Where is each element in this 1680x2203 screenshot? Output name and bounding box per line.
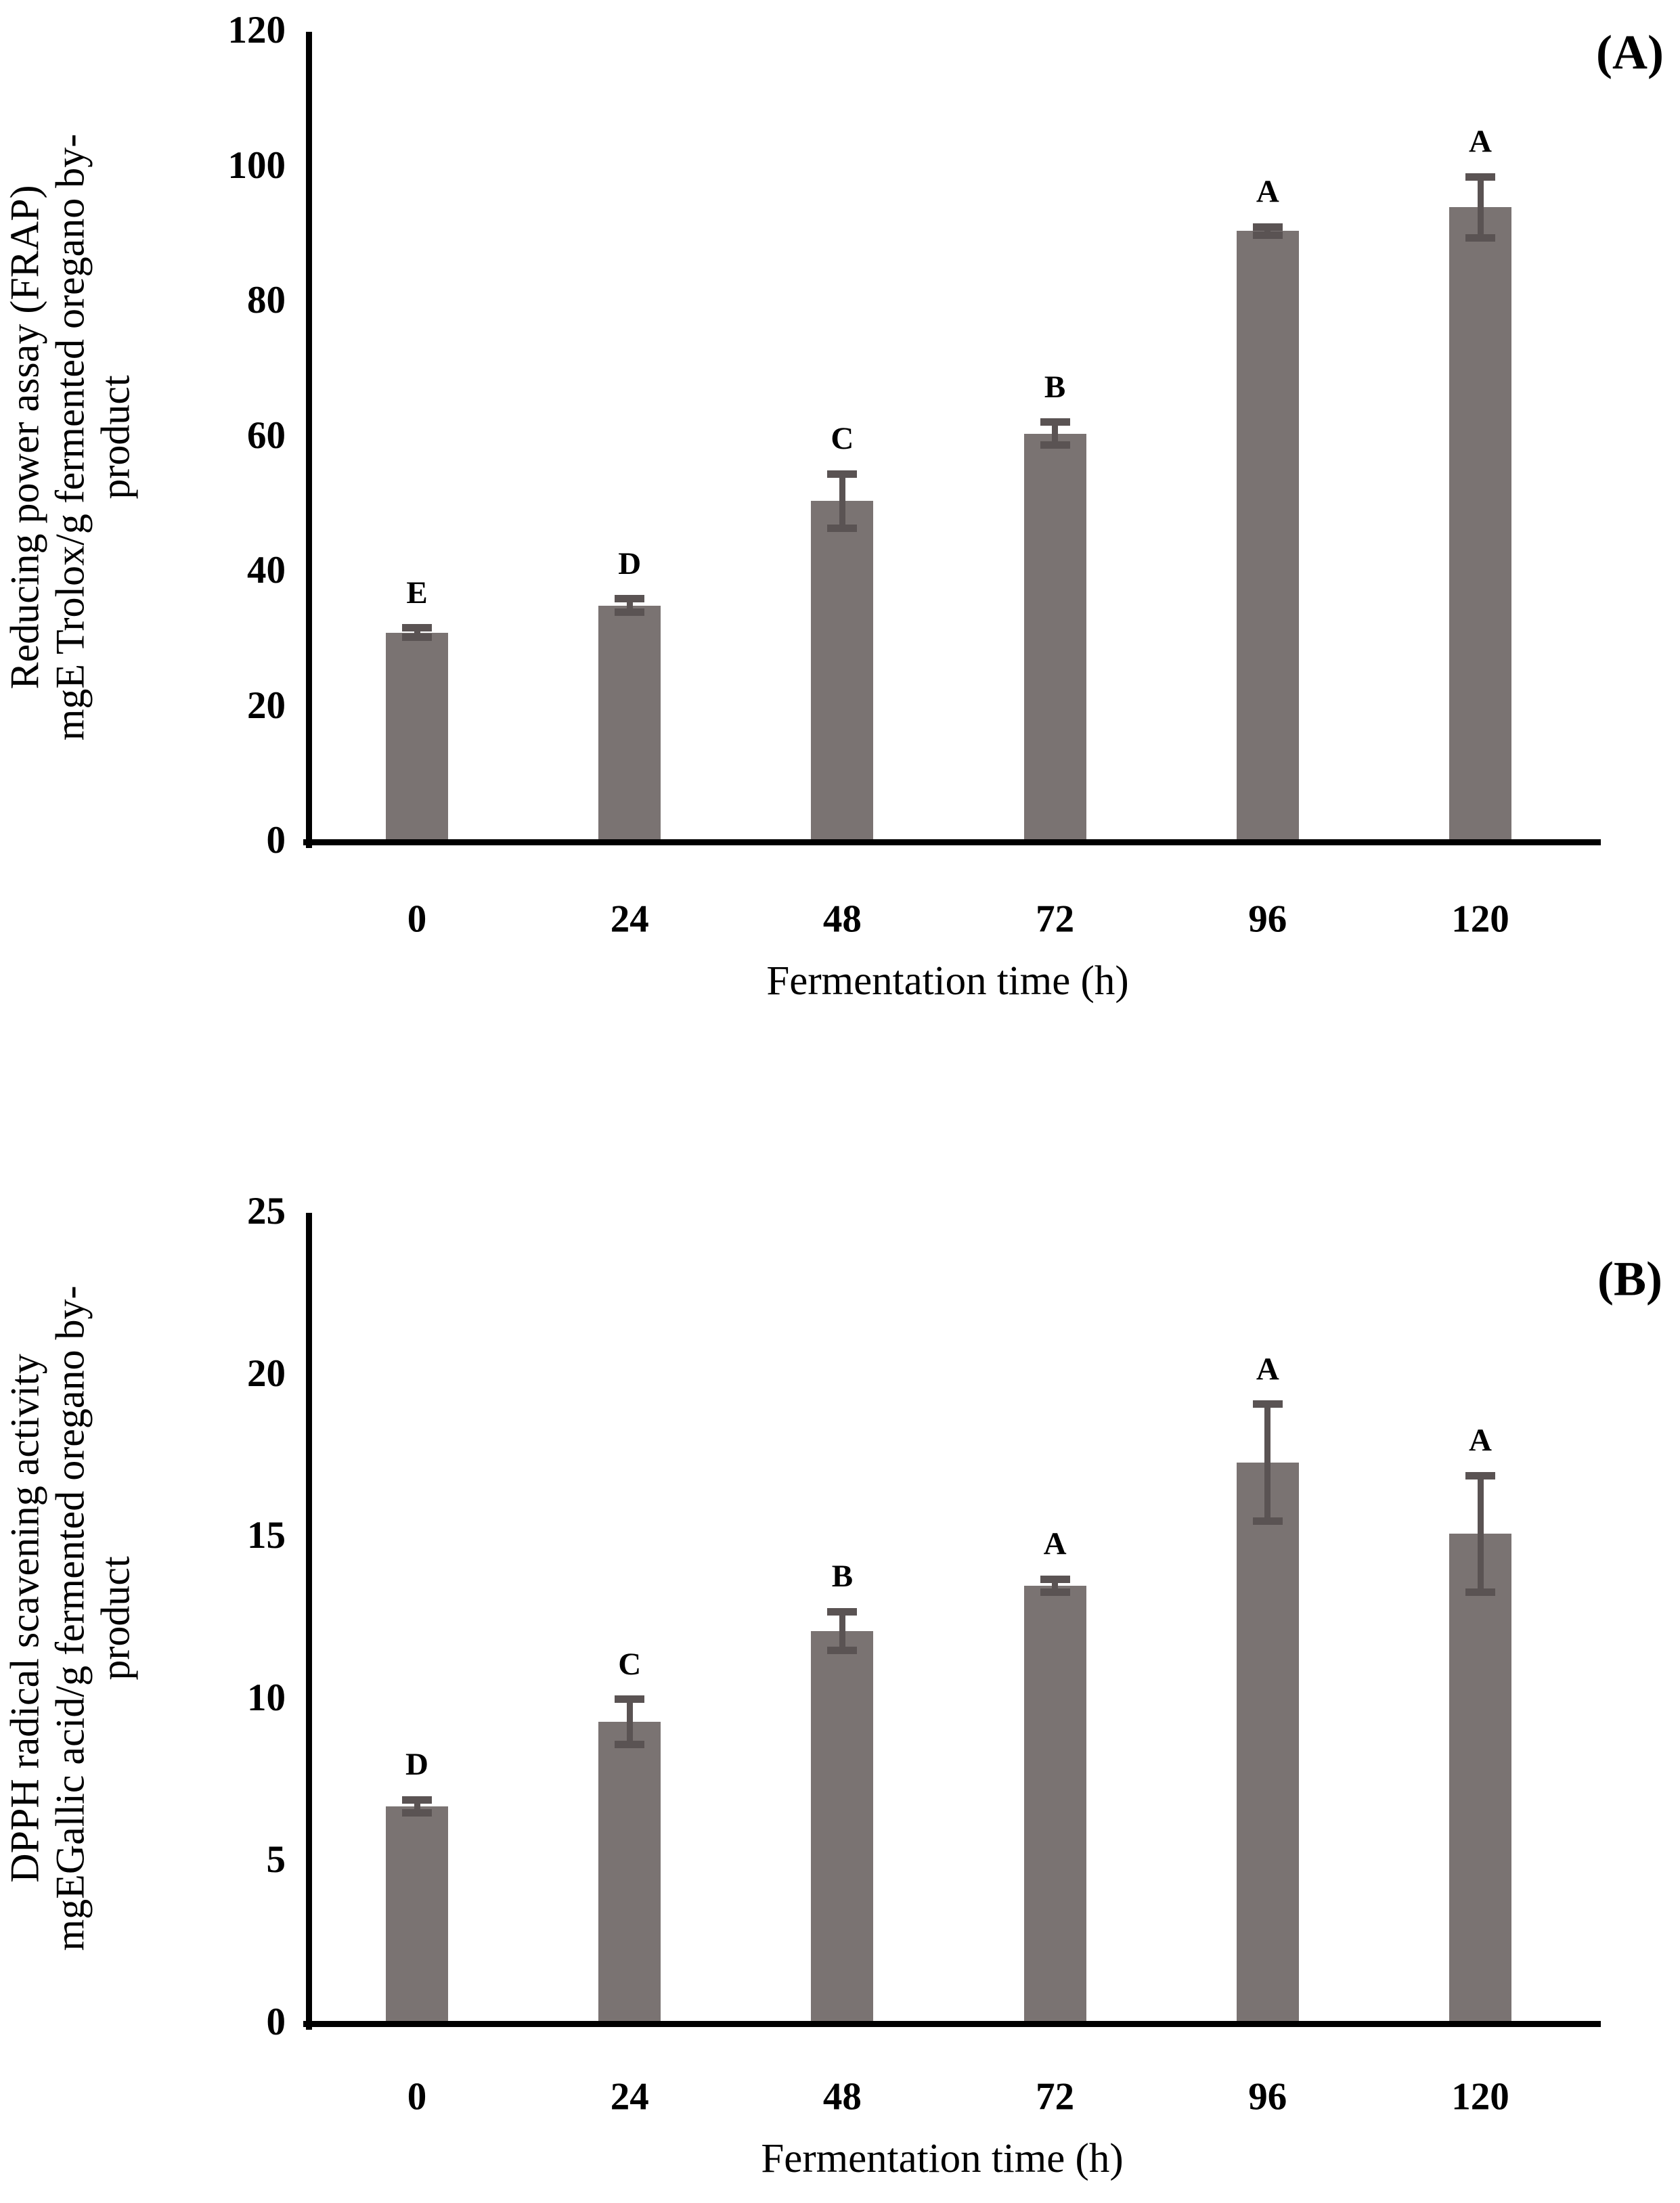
x-tick-label: 0: [407, 897, 427, 941]
error-bar-bottom-cap: [615, 608, 645, 617]
x-axis-line: [303, 839, 1601, 845]
significance-letter: D: [618, 546, 642, 581]
error-bar-stem: [626, 1699, 633, 1745]
error-bar-stem: [839, 474, 845, 529]
bar-24h: [598, 1722, 661, 2026]
y-tick-label: 0: [266, 2000, 286, 2043]
error-bar-top-cap: [827, 470, 858, 478]
significance-letter: A: [1469, 124, 1492, 160]
error-bar-top-cap: [1252, 223, 1283, 231]
significance-letter: E: [406, 575, 428, 610]
x-tick-label: 24: [610, 2075, 649, 2118]
error-bar-bottom-cap: [402, 633, 432, 642]
error-bar-top-cap: [1465, 173, 1495, 181]
error-bar-stem: [1052, 422, 1059, 445]
error-bar-bottom-cap: [827, 1647, 858, 1655]
panel-a-x-axis-title: Fermentation time (h): [766, 958, 1129, 1004]
x-tick-label: 72: [1036, 897, 1075, 941]
x-tick-label: 48: [822, 2075, 862, 2118]
bar-72h: [1023, 433, 1086, 845]
bar-72h: [1023, 1586, 1086, 2026]
x-tick-label: 96: [1248, 897, 1287, 941]
bar-96h: [1236, 231, 1299, 845]
y-tick-label: 10: [247, 1676, 286, 1719]
bar-48h: [811, 1631, 874, 2026]
y-axis-line: [306, 1213, 312, 2030]
y-tick-label: 5: [266, 1838, 286, 1882]
error-bar-bottom-cap: [1252, 1517, 1283, 1525]
error-bar-top-cap: [1040, 1575, 1070, 1583]
panel-b-label: (B): [1597, 1251, 1662, 1306]
error-bar-stem: [1477, 177, 1484, 238]
error-bar-top-cap: [615, 1695, 645, 1704]
significance-letter: A: [1256, 1351, 1279, 1387]
bar-48h: [811, 501, 874, 845]
bar-0h: [386, 632, 448, 845]
y-tick-label: 120: [227, 8, 286, 51]
x-tick-label: 120: [1451, 897, 1509, 941]
error-bar-top-cap: [1252, 1400, 1283, 1408]
error-bar-bottom-cap: [827, 524, 858, 532]
significance-letter: A: [1043, 1526, 1067, 1562]
bar-120h: [1449, 1534, 1511, 2026]
error-bar-bottom-cap: [1040, 441, 1070, 449]
y-tick-label: 80: [247, 278, 286, 321]
error-bar-stem: [1264, 1404, 1271, 1521]
panel-b-y-axis-title: DPPH radical scavening activity mgEGalli…: [2, 1285, 138, 1951]
x-tick-label: 72: [1036, 2075, 1075, 2118]
error-bar-stem: [1264, 227, 1271, 236]
y-tick-label: 20: [247, 684, 286, 727]
y-tick-label: 25: [247, 1189, 286, 1232]
significance-letter: A: [1256, 174, 1279, 210]
error-bar-bottom-cap: [1465, 1588, 1495, 1597]
error-bar-top-cap: [1465, 1471, 1495, 1479]
error-bar-stem: [839, 1611, 845, 1651]
error-bar-bottom-cap: [615, 1741, 645, 1749]
panel-a-label: (A): [1596, 25, 1664, 80]
x-tick-label: 120: [1451, 2075, 1509, 2118]
error-bar-top-cap: [402, 624, 432, 632]
y-tick-label: 100: [227, 143, 286, 187]
x-tick-label: 24: [610, 897, 649, 941]
bar-0h: [386, 1806, 448, 2026]
y-tick-label: 15: [247, 1514, 286, 1557]
error-bar-stem: [414, 1800, 420, 1813]
error-bar-stem: [1052, 1579, 1059, 1593]
error-bar-bottom-cap: [402, 1809, 432, 1817]
bar-96h: [1236, 1462, 1299, 2026]
error-bar-top-cap: [402, 1796, 432, 1804]
significance-letter: B: [1044, 369, 1066, 405]
significance-letter: C: [831, 421, 854, 457]
error-bar-bottom-cap: [1252, 231, 1283, 239]
x-tick-label: 96: [1248, 2075, 1287, 2118]
error-bar-stem: [1477, 1475, 1484, 1593]
significance-letter: D: [405, 1747, 428, 1783]
significance-letter: A: [1469, 1423, 1492, 1459]
y-tick-label: 20: [247, 1352, 286, 1395]
significance-letter: C: [618, 1646, 642, 1682]
y-tick-label: 0: [266, 818, 286, 862]
x-tick-label: 0: [407, 2075, 427, 2118]
significance-letter: B: [831, 1559, 854, 1595]
error-bar-bottom-cap: [1040, 1588, 1070, 1597]
y-axis-line: [306, 32, 312, 848]
error-bar-top-cap: [827, 1607, 858, 1616]
y-tick-label: 40: [247, 548, 286, 592]
x-tick-label: 48: [822, 897, 862, 941]
x-axis-line: [303, 2021, 1601, 2027]
y-tick-label: 60: [247, 414, 286, 457]
error-bar-top-cap: [615, 595, 645, 603]
error-bar-top-cap: [1040, 418, 1070, 426]
error-bar-stem: [414, 627, 420, 638]
error-bar-stem: [626, 598, 633, 613]
panel-b-x-axis-title: Fermentation time (h): [761, 2136, 1124, 2181]
bar-24h: [598, 605, 661, 845]
bar-120h: [1449, 207, 1511, 845]
error-bar-bottom-cap: [1465, 233, 1495, 242]
